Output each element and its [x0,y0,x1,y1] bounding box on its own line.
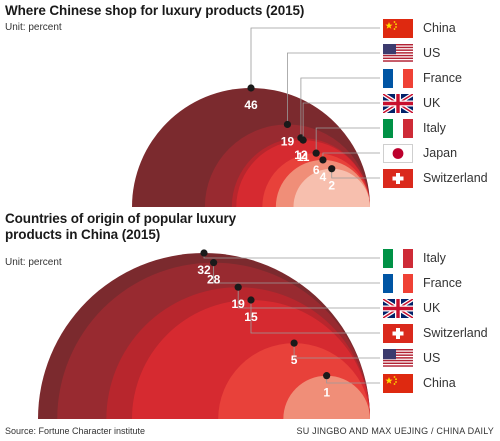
leader-france [300,77,380,138]
us-flag-icon [383,348,413,368]
legend-item-us: US [383,348,440,368]
china-flag-icon [383,373,413,393]
uk-flag-icon [383,298,413,318]
leader-us [287,52,380,125]
legend-label-switzerland: Switzerland [423,171,488,185]
switzerland-flag-icon [383,168,413,188]
legend-item-japan: Japan [383,143,457,163]
legend-label-italy: Italy [423,251,446,265]
legend-label-italy: Italy [423,121,446,135]
japan-flag-icon [383,143,413,163]
italy-flag-icon [383,248,413,268]
value-label-italy: 32 [197,263,211,277]
leader-china [250,27,380,88]
legend-item-us: US [383,43,440,63]
marker-france [210,259,218,267]
china-flag-icon [383,18,413,38]
value-label-us: 5 [291,353,298,367]
credit-note: SU JINGBO AND MAX UEJING / CHINA DAILY [296,426,494,436]
marker-switzerland [328,165,336,173]
value-label-switzerland: 2 [328,179,335,193]
value-label-italy: 6 [313,163,320,177]
chart2-title: Countries of origin of popular luxury pr… [5,211,237,242]
uk-flag-icon [383,93,413,113]
marker-us [283,120,292,129]
legend-label-us: US [423,46,441,60]
legend-item-france: France [383,273,462,293]
value-label-switzerland: 15 [244,310,258,324]
chart2-unit: Unit: percent [5,257,62,268]
switzerland-flag-icon [383,323,413,343]
arc-china [283,375,370,419]
legend-item-italy: Italy [383,118,446,138]
value-label-china: 46 [244,98,258,112]
legend-item-switzerland: Switzerland [383,168,488,188]
marker-japan [319,156,327,164]
legend-label-france: France [423,71,462,85]
leader-us [293,343,380,359]
marker-china [247,84,255,92]
value-label-uk: 19 [232,297,246,311]
italy-flag-icon [383,118,413,138]
value-label-us: 19 [281,134,295,148]
legend-item-china: China [383,18,456,38]
value-label-china: 1 [323,386,330,400]
legend-item-uk: UK [383,93,440,113]
legend-label-china: China [423,376,456,390]
leader-italy [315,127,380,154]
marker-china [323,372,331,380]
chart1-title: Where Chinese shop for luxury products (… [5,3,305,18]
france-flag-icon [383,68,413,88]
value-label-france: 12 [294,148,308,162]
chart1-unit: Unit: percent [5,22,62,33]
marker-uk [234,283,242,291]
legend-label-france: France [423,276,462,290]
marker-switzerland [247,296,255,304]
legend-label-uk: UK [423,96,441,110]
leader-switzerland [250,299,380,334]
legend-item-italy: Italy [383,248,446,268]
leader-france [213,262,380,284]
legend-label-uk: UK [423,301,441,315]
us-flag-icon [383,43,413,63]
legend-item-france: France [383,68,462,88]
marker-italy [312,149,320,157]
source-note: Source: Fortune Character institute [5,426,146,436]
marker-us [290,339,298,347]
legend-item-uk: UK [383,298,440,318]
leader-uk [237,287,380,309]
legend-item-switzerland: Switzerland [383,323,488,343]
value-label-japan: 4 [320,170,327,184]
legend-label-us: US [423,351,441,365]
legend-label-switzerland: Switzerland [423,326,488,340]
legend-label-china: China [423,21,456,35]
value-label-france: 28 [207,273,221,287]
marker-uk [299,136,307,144]
marker-italy [200,249,208,257]
value-label-uk: 11 [297,150,310,164]
legend-label-japan: Japan [423,146,458,160]
leader-uk [302,102,380,141]
france-flag-icon [383,273,413,293]
legend-item-china: China [383,373,456,393]
